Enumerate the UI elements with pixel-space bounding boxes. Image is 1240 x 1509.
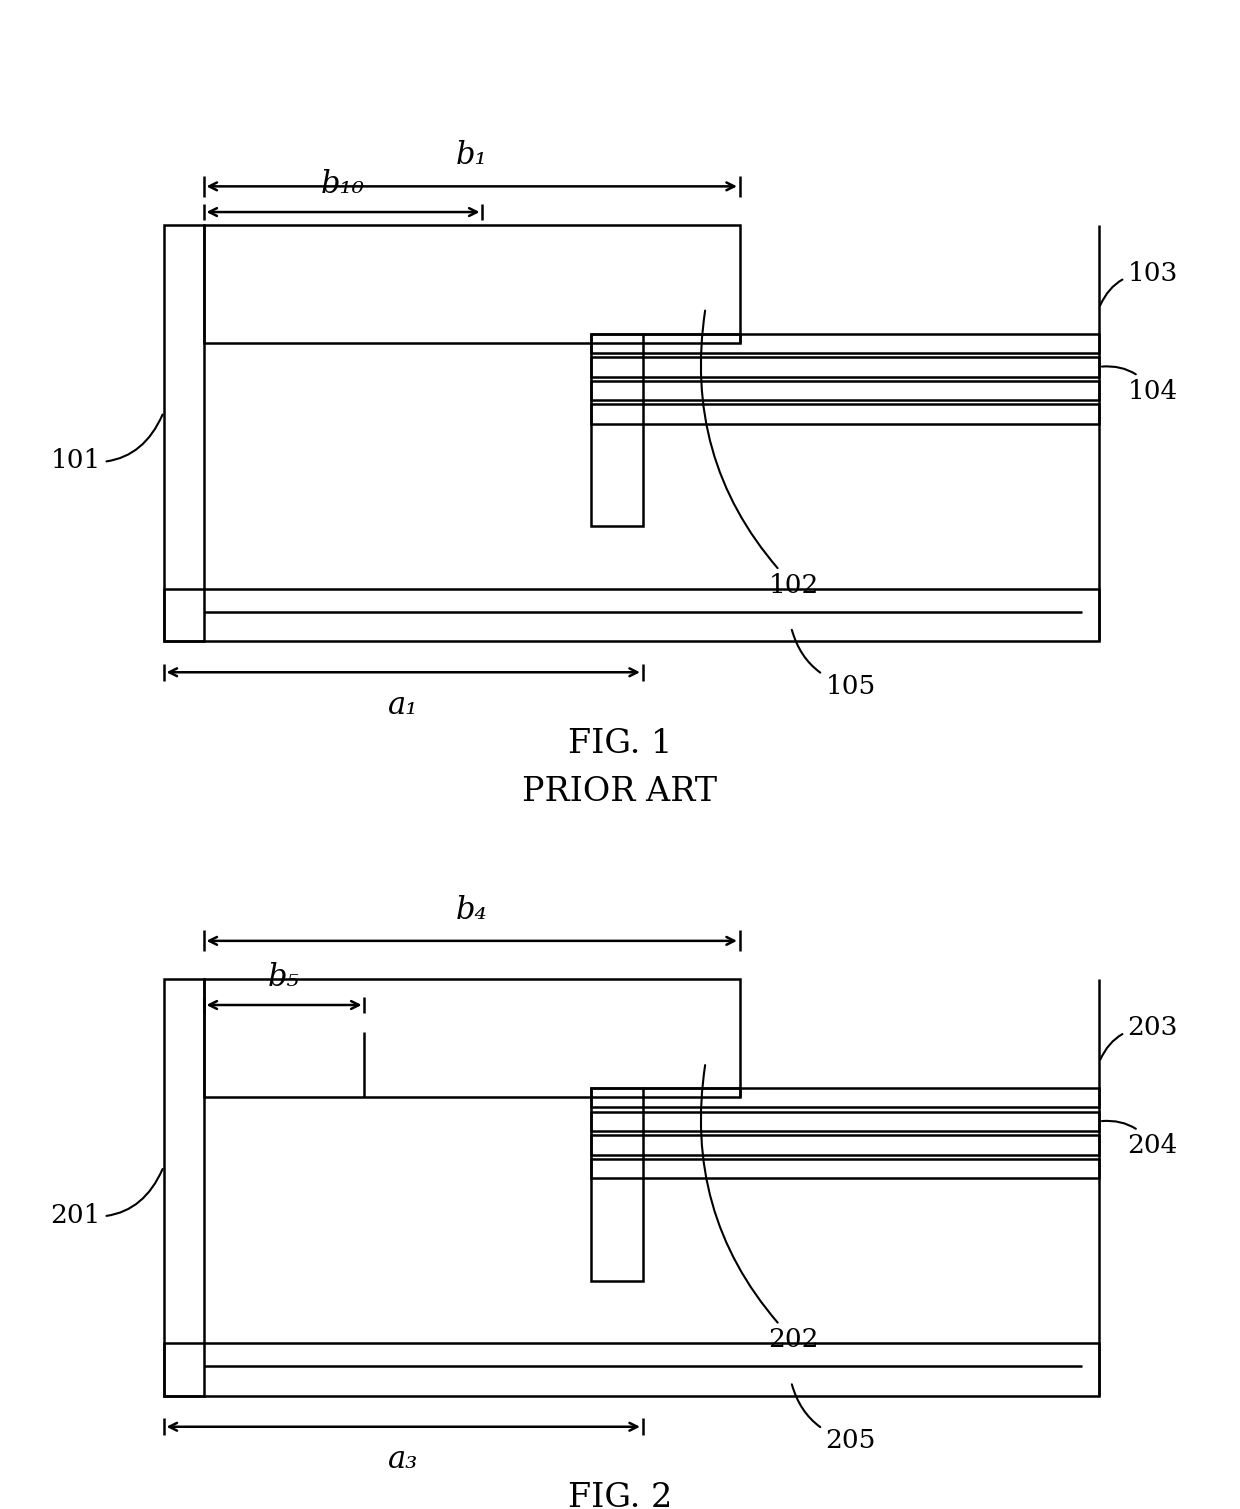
Text: b₁: b₁ [456,140,487,171]
Text: b₁₀: b₁₀ [321,169,365,199]
Text: 203: 203 [1100,1016,1178,1059]
Text: 104: 104 [1102,367,1178,403]
Bar [591,358,1099,377]
Text: 201: 201 [51,1169,162,1227]
Bar [591,333,1099,353]
Bar [203,979,740,1097]
Bar [591,333,642,527]
Text: 102: 102 [701,311,818,598]
Text: 202: 202 [701,1065,818,1352]
Text: 205: 205 [792,1384,875,1453]
Text: a₃: a₃ [388,1444,418,1476]
Text: FIG. 2: FIG. 2 [568,1482,672,1509]
Bar [591,380,1099,400]
Text: 101: 101 [51,415,162,472]
Bar [591,1088,1099,1108]
Bar [591,1112,1099,1132]
Text: 105: 105 [792,629,875,699]
Bar [164,979,203,1396]
Bar [591,1135,1099,1154]
Bar [591,404,1099,424]
Text: 204: 204 [1102,1121,1178,1157]
Bar [164,589,1099,641]
Bar [164,225,203,641]
Text: FIG. 1: FIG. 1 [568,727,672,761]
Bar [591,1159,1099,1179]
Text: a₁: a₁ [388,690,418,721]
Bar [591,1088,642,1281]
Text: b₅: b₅ [268,961,300,993]
Bar [203,225,740,343]
Bar [164,1343,1099,1396]
Text: 103: 103 [1100,261,1178,305]
Text: PRIOR ART: PRIOR ART [522,776,718,809]
Text: b₄: b₄ [456,895,487,925]
